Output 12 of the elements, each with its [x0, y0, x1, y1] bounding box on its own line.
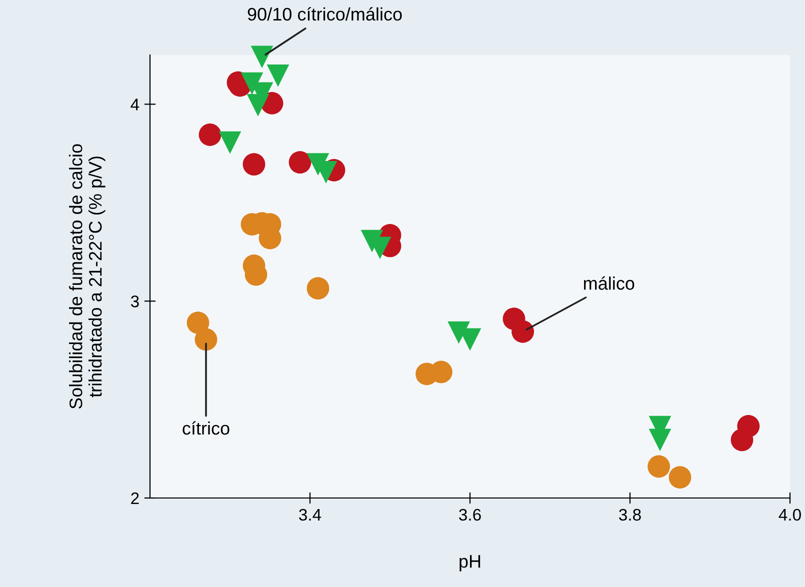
y-tick-label: 3 [130, 296, 139, 308]
annotation: málico [584, 276, 634, 290]
y-axis-title: Solubilidad de fumarato de calcio trihidratado a 21-22°C (% p/V) [69, 144, 106, 409]
x-tick-label: 4.0 [778, 508, 801, 521]
x-tick-label: 3.8 [619, 508, 641, 521]
y-tick-label: 4 [130, 98, 140, 110]
annotation: cítrico [182, 421, 230, 435]
x-tick-label: 3.6 [459, 508, 481, 521]
x-tick-label: 3.4 [299, 508, 322, 521]
x-axis-title: pH [460, 555, 480, 572]
y-tick-label: 2 [131, 492, 139, 504]
annotation: 90/10 cítrico/málico [248, 7, 402, 21]
